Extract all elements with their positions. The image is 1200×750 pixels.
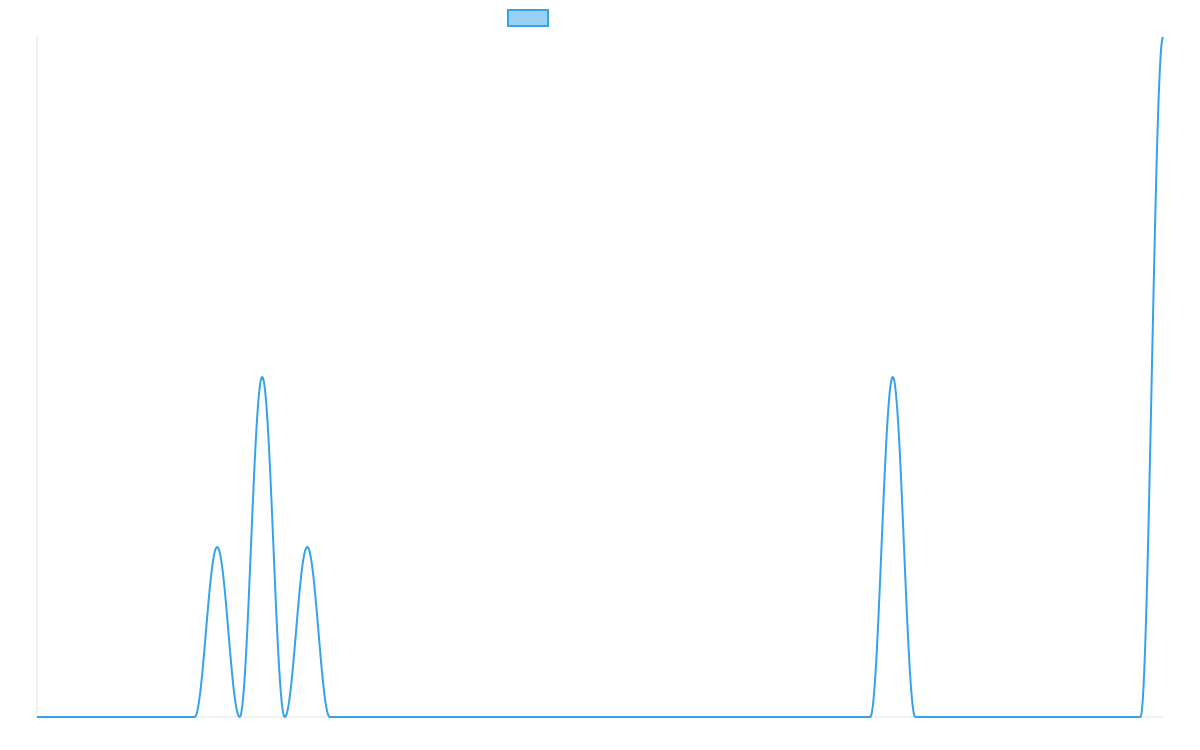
series-layer [37, 36, 1164, 718]
series-line-0 [37, 36, 1164, 718]
legend-swatch [507, 9, 549, 27]
axes [36, 37, 1163, 718]
legend [507, 9, 549, 27]
